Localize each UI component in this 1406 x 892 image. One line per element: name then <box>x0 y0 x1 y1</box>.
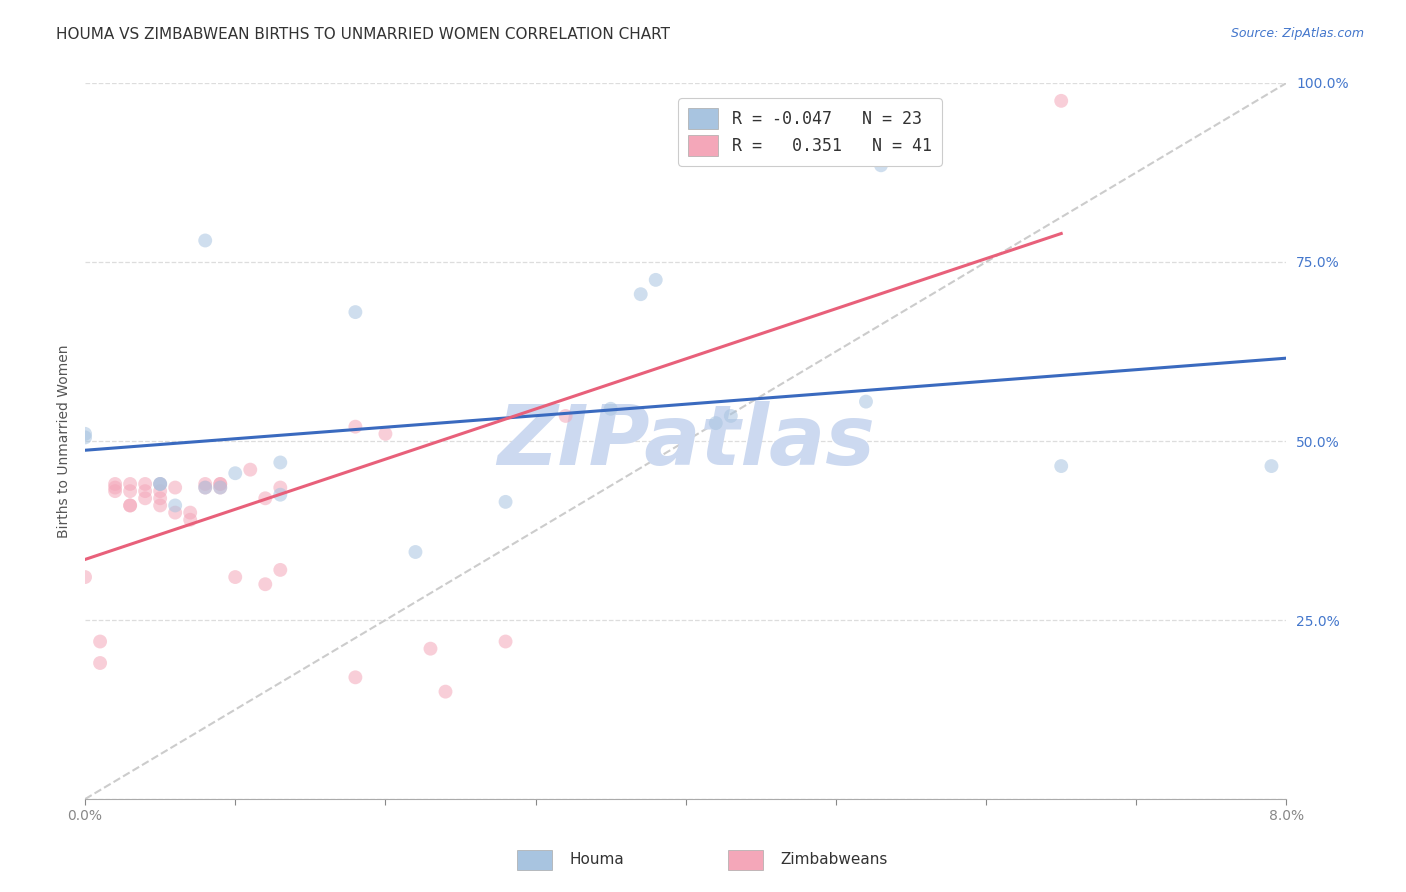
Point <box>224 467 246 481</box>
Point <box>194 481 217 495</box>
Text: Houma: Houma <box>569 853 624 867</box>
Point <box>495 634 517 648</box>
Point <box>149 491 172 506</box>
Point <box>165 481 187 495</box>
Point <box>194 234 217 248</box>
Point <box>75 570 97 584</box>
Point <box>1050 458 1073 473</box>
Point <box>75 426 97 441</box>
Point <box>89 656 111 670</box>
Text: Zimbabweans: Zimbabweans <box>780 853 887 867</box>
Point <box>194 481 217 495</box>
Point <box>825 108 848 122</box>
Point <box>269 488 291 502</box>
Point <box>344 670 367 684</box>
Legend: R = -0.047   N = 23, R =   0.351   N = 41: R = -0.047 N = 23, R = 0.351 N = 41 <box>679 98 942 166</box>
Point <box>149 499 172 513</box>
Point <box>134 491 156 506</box>
Point <box>644 273 666 287</box>
Point <box>209 481 232 495</box>
Point <box>434 684 457 698</box>
Point <box>165 506 187 520</box>
Point <box>134 484 156 499</box>
Point <box>870 158 893 172</box>
Point <box>120 499 142 513</box>
Point <box>104 484 127 499</box>
Point <box>599 401 621 416</box>
Point <box>495 495 517 509</box>
Point <box>630 287 652 301</box>
Point <box>149 484 172 499</box>
Point <box>75 430 97 444</box>
Point <box>209 481 232 495</box>
Point <box>179 506 201 520</box>
Point <box>134 477 156 491</box>
Point <box>104 481 127 495</box>
Point <box>404 545 426 559</box>
Point <box>269 481 291 495</box>
Point <box>165 499 187 513</box>
Text: Source: ZipAtlas.com: Source: ZipAtlas.com <box>1230 27 1364 40</box>
Point <box>89 634 111 648</box>
Point <box>554 409 576 423</box>
Point <box>149 477 172 491</box>
Point <box>120 484 142 499</box>
Point <box>194 477 217 491</box>
Point <box>419 641 441 656</box>
Text: HOUMA VS ZIMBABWEAN BIRTHS TO UNMARRIED WOMEN CORRELATION CHART: HOUMA VS ZIMBABWEAN BIRTHS TO UNMARRIED … <box>56 27 671 42</box>
Point <box>239 463 262 477</box>
Point <box>374 426 396 441</box>
Y-axis label: Births to Unmarried Women: Births to Unmarried Women <box>58 344 72 538</box>
Point <box>149 477 172 491</box>
Point <box>149 477 172 491</box>
Point <box>720 409 742 423</box>
Point <box>855 394 877 409</box>
Point <box>1260 458 1282 473</box>
Point <box>704 416 727 430</box>
Point <box>1050 94 1073 108</box>
Point <box>120 499 142 513</box>
Point <box>209 477 232 491</box>
Point <box>254 577 277 591</box>
Point <box>224 570 246 584</box>
Point <box>120 477 142 491</box>
Text: ZIPatlas: ZIPatlas <box>496 401 875 482</box>
Point <box>254 491 277 506</box>
Point <box>269 563 291 577</box>
Point <box>344 305 367 319</box>
Point <box>209 477 232 491</box>
Point <box>179 513 201 527</box>
Point <box>104 477 127 491</box>
Point <box>344 419 367 434</box>
Point <box>269 455 291 469</box>
